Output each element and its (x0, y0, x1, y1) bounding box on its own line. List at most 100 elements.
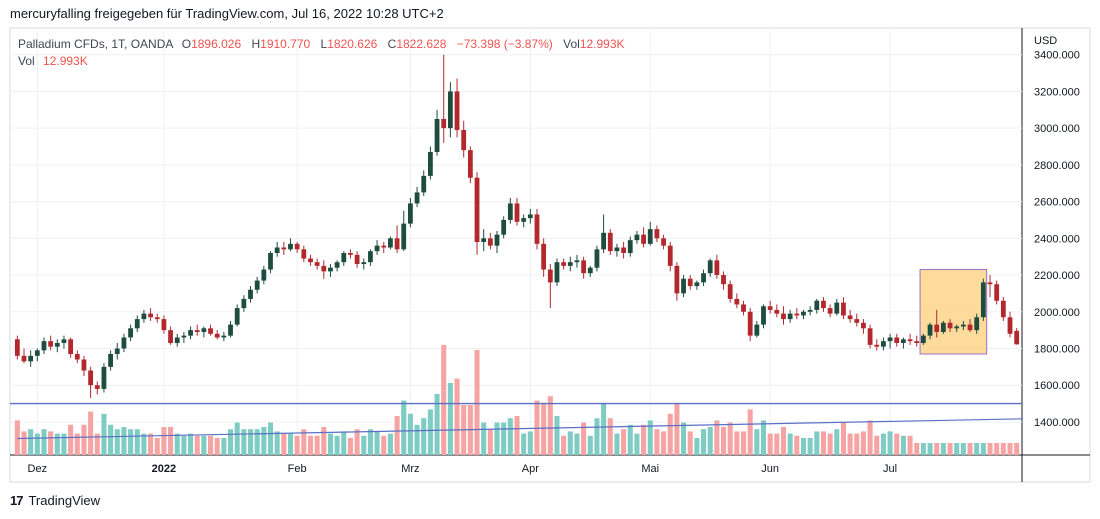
candle-body[interactable] (501, 219, 507, 235)
candle-body[interactable] (288, 243, 293, 250)
candle-body[interactable] (827, 308, 833, 314)
candle-body[interactable] (328, 267, 333, 272)
candle-body[interactable] (621, 247, 626, 254)
candle-body[interactable] (154, 317, 160, 320)
candle-body[interactable] (434, 118, 440, 153)
candle-body[interactable] (101, 366, 107, 389)
candle-body[interactable] (74, 354, 80, 360)
candle-body[interactable] (248, 289, 253, 299)
candle-body[interactable] (754, 324, 760, 336)
candle-body[interactable] (541, 243, 547, 270)
candle-body[interactable] (88, 370, 94, 386)
candle-body[interactable] (121, 337, 127, 349)
candle-body[interactable] (974, 317, 980, 331)
candle-body[interactable] (94, 385, 100, 389)
candle-body[interactable] (81, 359, 87, 371)
candle-body[interactable] (221, 335, 227, 338)
candle-body[interactable] (927, 324, 933, 336)
candle-body[interactable] (234, 308, 240, 325)
candle-body[interactable] (467, 150, 473, 178)
candle-body[interactable] (767, 306, 773, 310)
candle-body[interactable] (414, 192, 420, 204)
candle-body[interactable] (301, 249, 307, 259)
candle-body[interactable] (394, 238, 400, 250)
candle-body[interactable] (741, 304, 746, 312)
candle-body[interactable] (514, 203, 520, 222)
candle-body[interactable] (874, 344, 880, 347)
candle-body[interactable] (894, 337, 900, 343)
candle-body[interactable] (627, 240, 633, 254)
candle-body[interactable] (567, 262, 573, 266)
candle-body[interactable] (707, 260, 713, 274)
candle-body[interactable] (594, 249, 600, 268)
symbol-label[interactable]: Palladium CFDs, 1T, OANDA (18, 37, 174, 51)
candle-body[interactable] (674, 265, 680, 294)
candle-body[interactable] (208, 328, 213, 334)
candle-body[interactable] (141, 313, 147, 320)
candle-body[interactable] (194, 330, 200, 332)
candle-body[interactable] (201, 328, 207, 332)
candle-body[interactable] (48, 341, 54, 347)
candle-body[interactable] (1014, 330, 1020, 345)
candle-body[interactable] (481, 238, 487, 242)
candle-body[interactable] (614, 247, 620, 252)
candle-body[interactable] (168, 330, 173, 343)
candle-body[interactable] (454, 91, 460, 130)
candle-body[interactable] (634, 234, 640, 241)
candle-body[interactable] (388, 238, 393, 248)
candle-body[interactable] (787, 313, 793, 320)
candle-body[interactable] (527, 214, 533, 219)
candle-body[interactable] (401, 223, 407, 250)
candle-body[interactable] (920, 335, 926, 343)
candle-body[interactable] (601, 232, 607, 250)
candle-body[interactable] (1000, 300, 1006, 318)
candle-body[interactable] (834, 302, 840, 314)
candle-body[interactable] (721, 275, 726, 285)
candle-body[interactable] (714, 260, 720, 276)
candle-body[interactable] (901, 339, 906, 343)
candle-body[interactable] (980, 282, 986, 318)
candle-body[interactable] (954, 326, 960, 329)
candle-body[interactable] (41, 341, 47, 351)
candle-body[interactable] (494, 234, 500, 246)
candle-body[interactable] (861, 322, 866, 329)
candle-body[interactable] (281, 247, 287, 250)
candle-body[interactable] (521, 218, 527, 222)
candle-body[interactable] (994, 284, 1000, 301)
candle-body[interactable] (447, 91, 453, 129)
trend-line[interactable] (17, 418, 1023, 440)
candle-body[interactable] (947, 322, 953, 329)
candle-body[interactable] (134, 319, 140, 329)
candle-body[interactable] (547, 269, 553, 283)
candle-body[interactable] (408, 203, 413, 224)
candle-body[interactable] (427, 152, 433, 176)
candle-body[interactable] (887, 337, 893, 342)
candle-body[interactable] (694, 282, 700, 287)
candle-body[interactable] (747, 311, 753, 336)
candle-body[interactable] (421, 175, 427, 193)
candle-body[interactable] (821, 300, 826, 309)
highlight-rectangle[interactable] (919, 269, 988, 355)
candle-body[interactable] (794, 313, 800, 316)
candle-body[interactable] (647, 229, 653, 244)
candle-body[interactable] (54, 342, 60, 347)
candle-body[interactable] (1007, 317, 1013, 334)
candle-body[interactable] (581, 260, 587, 274)
candle-body[interactable] (188, 330, 193, 336)
candle-body[interactable] (814, 300, 820, 310)
candle-body[interactable] (907, 339, 913, 342)
candle-body[interactable] (574, 260, 580, 263)
candle-body[interactable] (348, 253, 353, 255)
candle-body[interactable] (21, 355, 27, 362)
candle-body[interactable] (534, 214, 540, 244)
candle-body[interactable] (128, 328, 133, 338)
candle-body[interactable] (641, 234, 646, 244)
candle-body[interactable] (108, 354, 114, 367)
candle-body[interactable] (161, 319, 167, 331)
candle-body[interactable] (914, 341, 920, 343)
candle-body[interactable] (68, 339, 74, 355)
candle-body[interactable] (854, 319, 860, 323)
candle-body[interactable] (967, 324, 973, 331)
candle-body[interactable] (587, 267, 593, 274)
